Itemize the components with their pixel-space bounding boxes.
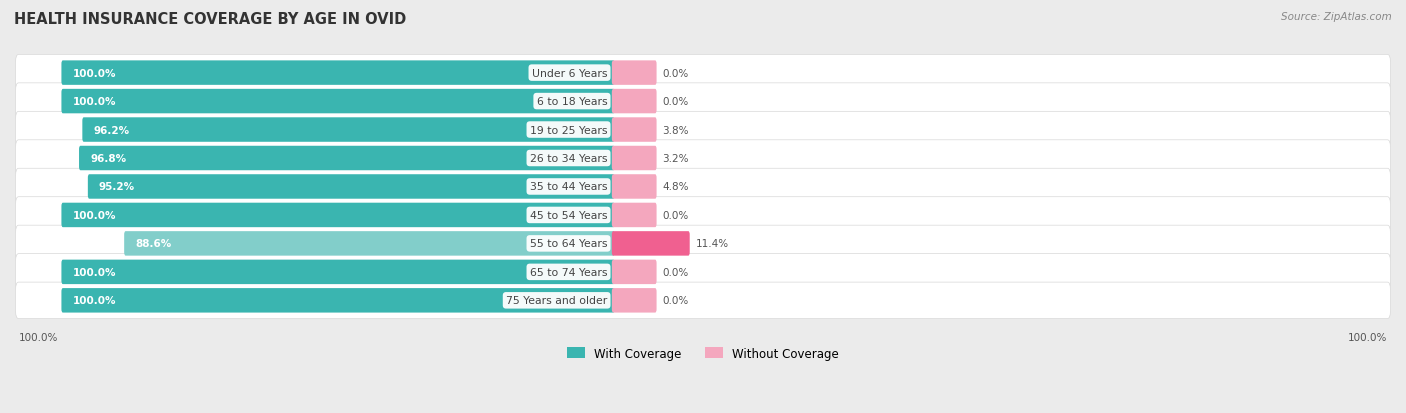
FancyBboxPatch shape xyxy=(612,118,657,142)
Text: 6 to 18 Years: 6 to 18 Years xyxy=(537,97,607,107)
FancyBboxPatch shape xyxy=(15,84,1391,120)
FancyBboxPatch shape xyxy=(15,112,1391,148)
Text: 95.2%: 95.2% xyxy=(98,182,135,192)
Text: Under 6 Years: Under 6 Years xyxy=(531,69,607,78)
Text: 100.0%: 100.0% xyxy=(1347,333,1386,343)
FancyBboxPatch shape xyxy=(62,260,614,285)
Text: 100.0%: 100.0% xyxy=(73,69,115,78)
Text: 3.2%: 3.2% xyxy=(662,154,689,164)
Legend: With Coverage, Without Coverage: With Coverage, Without Coverage xyxy=(562,342,844,365)
FancyBboxPatch shape xyxy=(15,282,1391,319)
FancyBboxPatch shape xyxy=(83,118,614,142)
FancyBboxPatch shape xyxy=(15,140,1391,177)
Text: 0.0%: 0.0% xyxy=(662,211,689,221)
Text: 88.6%: 88.6% xyxy=(135,239,172,249)
FancyBboxPatch shape xyxy=(79,147,614,171)
Text: 35 to 44 Years: 35 to 44 Years xyxy=(530,182,607,192)
FancyBboxPatch shape xyxy=(62,288,614,313)
Text: 100.0%: 100.0% xyxy=(73,296,115,306)
FancyBboxPatch shape xyxy=(87,175,614,199)
FancyBboxPatch shape xyxy=(612,90,657,114)
Text: 75 Years and older: 75 Years and older xyxy=(506,296,607,306)
FancyBboxPatch shape xyxy=(612,203,657,228)
Text: 3.8%: 3.8% xyxy=(662,125,689,135)
Text: HEALTH INSURANCE COVERAGE BY AGE IN OVID: HEALTH INSURANCE COVERAGE BY AGE IN OVID xyxy=(14,12,406,27)
FancyBboxPatch shape xyxy=(612,288,657,313)
FancyBboxPatch shape xyxy=(612,232,690,256)
Text: 11.4%: 11.4% xyxy=(696,239,728,249)
Text: 96.2%: 96.2% xyxy=(93,125,129,135)
FancyBboxPatch shape xyxy=(612,260,657,285)
Text: 0.0%: 0.0% xyxy=(662,69,689,78)
Text: 0.0%: 0.0% xyxy=(662,97,689,107)
FancyBboxPatch shape xyxy=(15,55,1391,92)
Text: 100.0%: 100.0% xyxy=(20,333,59,343)
Text: 26 to 34 Years: 26 to 34 Years xyxy=(530,154,607,164)
Text: 45 to 54 Years: 45 to 54 Years xyxy=(530,211,607,221)
Text: 19 to 25 Years: 19 to 25 Years xyxy=(530,125,607,135)
Text: 0.0%: 0.0% xyxy=(662,267,689,277)
Text: 4.8%: 4.8% xyxy=(662,182,689,192)
Text: 100.0%: 100.0% xyxy=(73,211,115,221)
FancyBboxPatch shape xyxy=(15,169,1391,205)
FancyBboxPatch shape xyxy=(62,203,614,228)
FancyBboxPatch shape xyxy=(62,61,614,85)
FancyBboxPatch shape xyxy=(612,147,657,171)
FancyBboxPatch shape xyxy=(124,232,614,256)
Text: 100.0%: 100.0% xyxy=(73,97,115,107)
FancyBboxPatch shape xyxy=(62,90,614,114)
FancyBboxPatch shape xyxy=(612,61,657,85)
Text: 0.0%: 0.0% xyxy=(662,296,689,306)
FancyBboxPatch shape xyxy=(15,225,1391,262)
Text: 100.0%: 100.0% xyxy=(73,267,115,277)
Text: 96.8%: 96.8% xyxy=(90,154,127,164)
FancyBboxPatch shape xyxy=(15,254,1391,290)
Text: Source: ZipAtlas.com: Source: ZipAtlas.com xyxy=(1281,12,1392,22)
FancyBboxPatch shape xyxy=(612,175,657,199)
Text: 55 to 64 Years: 55 to 64 Years xyxy=(530,239,607,249)
Text: 65 to 74 Years: 65 to 74 Years xyxy=(530,267,607,277)
FancyBboxPatch shape xyxy=(15,197,1391,234)
